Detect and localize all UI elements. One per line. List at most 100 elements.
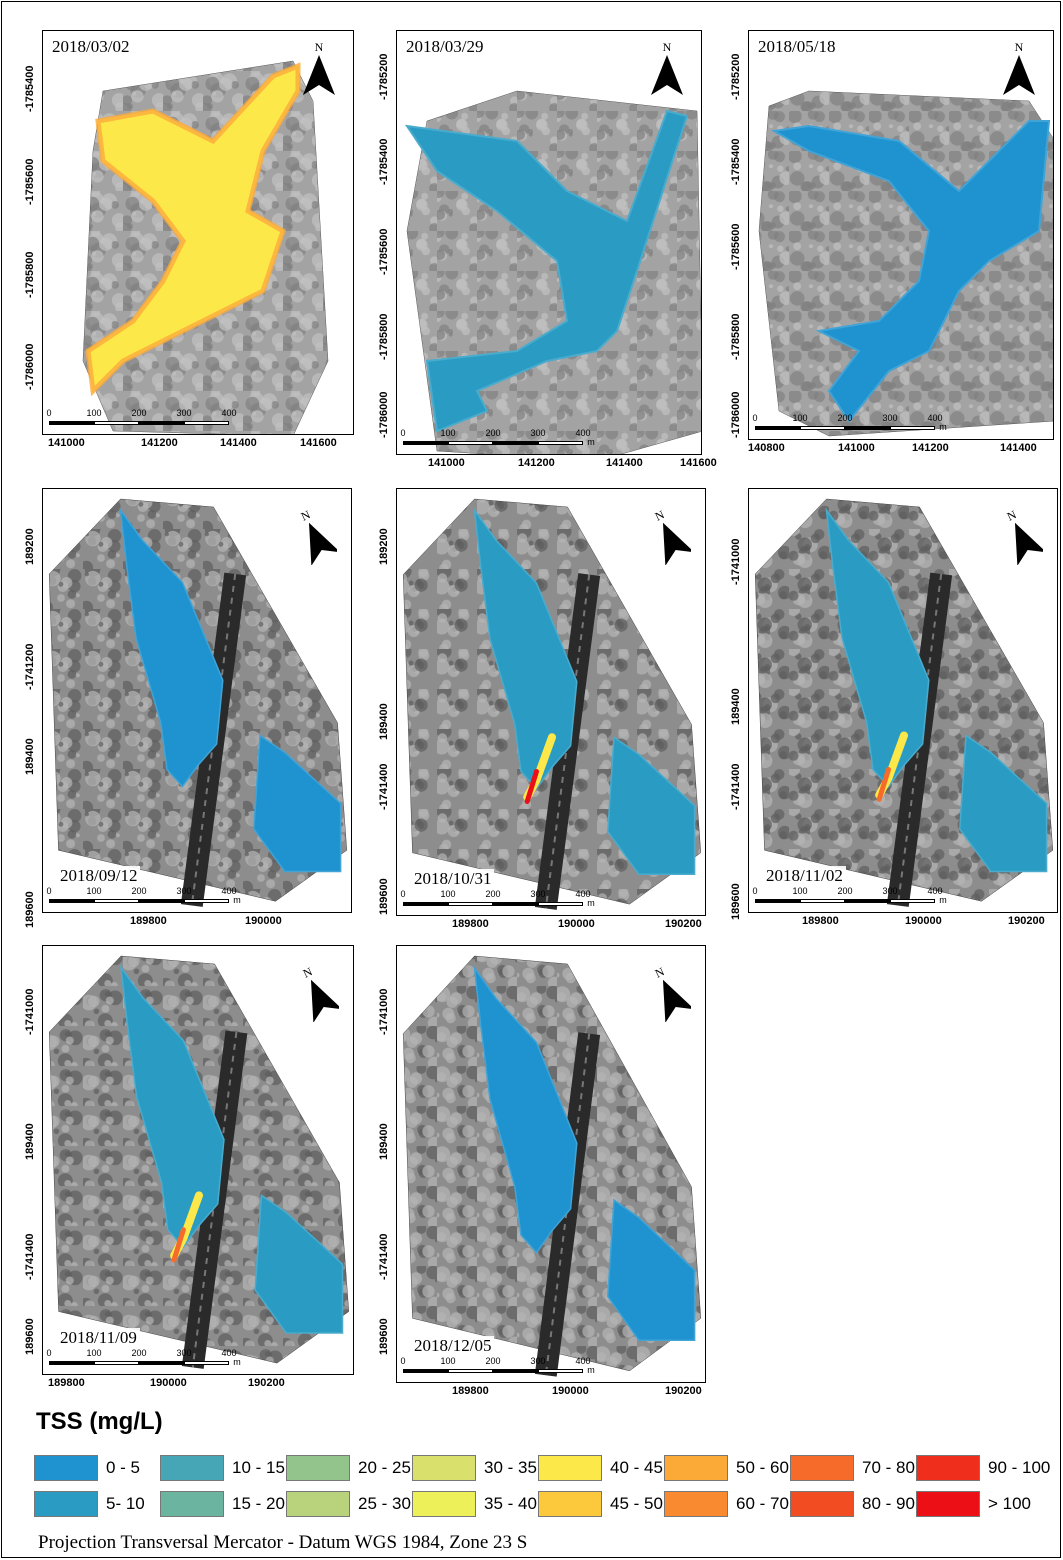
legend-swatch [790, 1491, 854, 1517]
legend-label: 80 - 90 [862, 1494, 915, 1513]
y-tick-label: 189600 [378, 878, 390, 915]
panel-date-6: 2018/11/02 [763, 866, 846, 886]
scale-unit: m [939, 422, 947, 432]
x-tick-label: 141200 [518, 457, 555, 469]
scale-label: 100 [440, 428, 456, 438]
scale-bar: 0 100 200 300 400 m [752, 413, 955, 437]
y-tick-label: -1785400 [24, 65, 36, 113]
legend-label: 5- 10 [106, 1494, 145, 1513]
y-tick-label: -1785400 [730, 138, 742, 186]
y-tick-label: -1785800 [730, 313, 742, 361]
y-tick-label: -1786000 [24, 343, 36, 391]
downstream-reservoir [607, 735, 696, 875]
y-tick-label: -1741000 [378, 988, 390, 1036]
map-frame-1: 2018/03/02 N 0 100 200 300 400 [42, 30, 354, 435]
map-frame-6: 2018/11/02 N 0 100 200 300 400 m [748, 488, 1058, 913]
legend-swatch [286, 1455, 350, 1481]
map-image-8 [402, 955, 702, 1377]
y-tick-label: -1785400 [378, 138, 390, 186]
downstream-reservoir [253, 734, 342, 873]
legend-swatch [412, 1455, 476, 1481]
map-image-6 [754, 498, 1054, 907]
north-label: N [301, 964, 315, 980]
legend-swatch [286, 1491, 350, 1517]
legend-swatch [916, 1491, 980, 1517]
scale-unit: m [587, 1365, 595, 1375]
scale-label: 400 [221, 408, 237, 418]
scale-label: 300 [530, 889, 546, 899]
panel-date-1: 2018/03/02 [49, 37, 133, 57]
x-tick-label: 141400 [1000, 442, 1037, 454]
map-frame-4: 2018/09/12 N 0 100 200 300 400 m [42, 488, 352, 913]
panel-date-2: 2018/03/29 [403, 37, 487, 57]
scale-bar: 0 100 200 300 400 m [46, 1348, 249, 1372]
map-image-3 [758, 90, 1053, 437]
x-tick-label: 190200 [665, 1385, 702, 1397]
legend-swatch [160, 1491, 224, 1517]
scale-label: 100 [792, 413, 808, 423]
scale-label: 200 [837, 886, 853, 896]
scale-label: 200 [485, 428, 501, 438]
x-tick-label: 190200 [665, 918, 702, 930]
scale-label: 300 [176, 1348, 192, 1358]
x-tick-label: 141000 [428, 457, 465, 469]
legend-label: 20 - 25 [358, 1458, 411, 1477]
x-tick-label: 189800 [130, 915, 167, 927]
upstream-reservoir [473, 965, 578, 1254]
scale-unit: m [587, 898, 595, 908]
x-tick-label: 190000 [552, 1385, 589, 1397]
y-tick-label: -1741400 [24, 1233, 36, 1281]
x-tick-label: 190000 [245, 915, 282, 927]
y-tick-label: -1741000 [730, 538, 742, 586]
scale-label: 300 [530, 428, 546, 438]
legend-label: 30 - 35 [484, 1458, 537, 1477]
x-tick-label: 190200 [248, 1377, 285, 1389]
downstream-reservoir [607, 1198, 696, 1341]
y-tick-label: 189200 [24, 528, 36, 565]
y-tick-label: -1785800 [378, 313, 390, 361]
scale-label: 100 [792, 886, 808, 896]
y-tick-label: -1785800 [24, 251, 36, 299]
x-tick-label: 189800 [452, 918, 489, 930]
downstream-reservoir [254, 1194, 344, 1334]
x-tick-label: 190200 [1008, 915, 1045, 927]
legend-title: TSS (mg/L) [36, 1408, 163, 1435]
y-tick-label: -1786000 [730, 391, 742, 439]
scale-bar: 0 100 200 300 400 m [752, 886, 955, 910]
panel-date-4: 2018/09/12 [57, 866, 141, 886]
map-image-2 [404, 90, 701, 454]
x-tick-label: 189800 [802, 915, 839, 927]
scale-label: 400 [927, 886, 943, 896]
scale-label: 400 [221, 886, 237, 896]
panel-date-5: 2018/10/31 [411, 869, 495, 889]
scale-label: 200 [131, 1348, 147, 1358]
reservoir-tss [404, 109, 689, 433]
y-tick-label: -1741000 [24, 988, 36, 1036]
legend-swatch [412, 1491, 476, 1517]
legend-label: 15 - 20 [232, 1494, 285, 1513]
legend-swatch [916, 1455, 980, 1481]
scale-label: 400 [927, 413, 943, 423]
north-label: N [315, 40, 324, 54]
legend-swatch [538, 1455, 602, 1481]
y-tick-label: -1786000 [378, 391, 390, 439]
x-tick-label: 141000 [838, 442, 875, 454]
scale-bar: 0 100 200 300 400 [46, 408, 249, 432]
legend-swatch [664, 1455, 728, 1481]
north-label: N [663, 40, 672, 54]
scale-label: 300 [882, 413, 898, 423]
north-arrow-icon: N [299, 39, 339, 99]
x-tick-label: 190000 [905, 915, 942, 927]
north-arrow-icon: N [647, 39, 687, 99]
scale-label: 100 [86, 408, 102, 418]
y-tick-label: 189400 [24, 738, 36, 775]
downstream-reservoir [959, 734, 1048, 873]
scale-label: 100 [86, 1348, 102, 1358]
legend-label: 0 - 5 [106, 1458, 141, 1477]
scale-label: 400 [575, 889, 591, 899]
scale-label: 400 [221, 1348, 237, 1358]
scale-bar: 0 100 200 300 400 m [400, 1356, 603, 1380]
x-tick-label: 141400 [606, 457, 643, 469]
scale-label: 0 [400, 1356, 406, 1366]
legend-swatch [538, 1491, 602, 1517]
